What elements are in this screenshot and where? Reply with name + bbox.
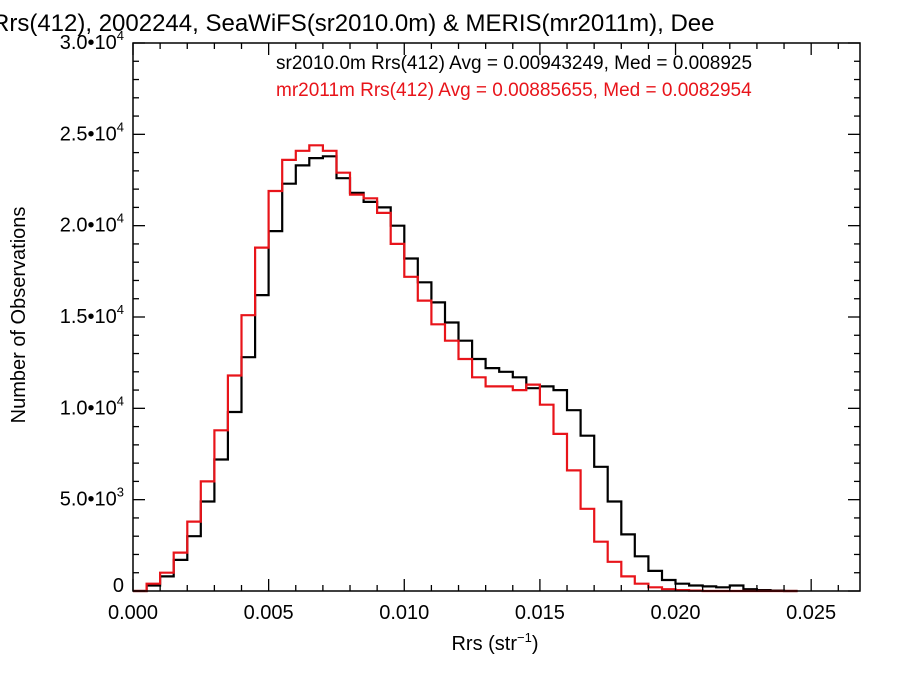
x-axis-label: Rrs (str−1) (451, 630, 538, 655)
annotation-1: sr2010.0m Rrs(412) Avg = 0.00943249, Med… (276, 53, 752, 74)
series-layer (133, 144, 798, 593)
y-tick-label: 0 (113, 575, 124, 597)
x-tick-label: 0.005 (244, 602, 294, 624)
chart-title: Rrs(412), 2002244, SeaWiFS(sr2010.0m) & … (0, 10, 714, 37)
tick-marks (132, 42, 860, 592)
y-tick-label: 5.0•103 (60, 485, 124, 511)
x-tick-label: 0.000 (108, 602, 158, 624)
annotations: sr2010.0m Rrs(412) Avg = 0.00943249, Med… (276, 53, 752, 101)
x-tick-label: 0.015 (515, 602, 565, 624)
series-line-mr2011m (133, 144, 798, 593)
x-tick-label: 0.010 (379, 602, 429, 624)
x-tick-label: 0.020 (651, 602, 701, 624)
y-tick-label: 2.5•104 (60, 119, 124, 145)
y-axis-label: Number of Observations (8, 207, 30, 424)
y-tick-label: 1.0•104 (60, 393, 124, 419)
y-tick-label: 3.0•104 (60, 28, 124, 54)
y-tick-label: 2.0•104 (60, 211, 124, 237)
x-tick-labels: 0.000 0.005 0.010 0.015 0.020 0.025 (108, 602, 836, 624)
annotation-2: mr2011m Rrs(412) Avg = 0.00885655, Med =… (276, 80, 752, 101)
y-tick-labels: 0 5.0•103 1.0•104 1.5•104 2.0•104 2.5•104 3.0•… (60, 28, 124, 597)
x-tick-label: 0.025 (786, 602, 836, 624)
series-line-sr2010.0m (133, 155, 798, 593)
y-tick-label: 1.5•104 (60, 302, 124, 328)
